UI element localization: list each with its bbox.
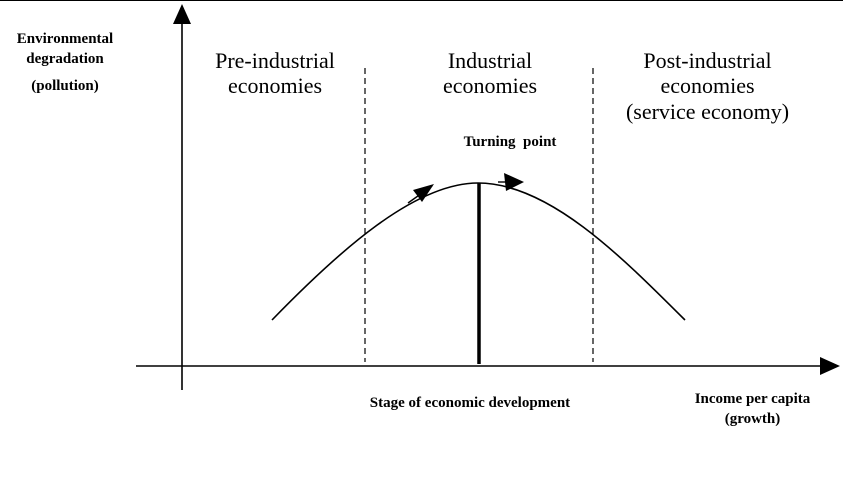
region-label-post-industrial: Post-industrial economies (service econo… <box>625 48 790 124</box>
top-border-line <box>0 0 843 1</box>
y-axis-label-line: (pollution) <box>31 78 99 94</box>
x-axis-arrowhead <box>820 357 840 375</box>
y-axis-label-line: Environmental <box>16 31 114 47</box>
curve-arrowhead-top <box>504 173 524 191</box>
y-axis-arrowhead <box>173 4 191 24</box>
curve-arrowhead-rising <box>413 184 434 202</box>
region-label-pre-industrial: Pre-industrial economies <box>215 48 335 99</box>
x-axis-label: Income per capita (growth) <box>694 391 811 427</box>
stage-label: Stage of economic development <box>369 395 571 411</box>
y-axis-label-line: degradation <box>26 50 104 67</box>
region-label-industrial: Industrial economies <box>442 48 538 99</box>
y-axis-label: Environmental degradation (pollution) <box>0 30 130 97</box>
turning-point-label: Turning point <box>463 134 557 150</box>
